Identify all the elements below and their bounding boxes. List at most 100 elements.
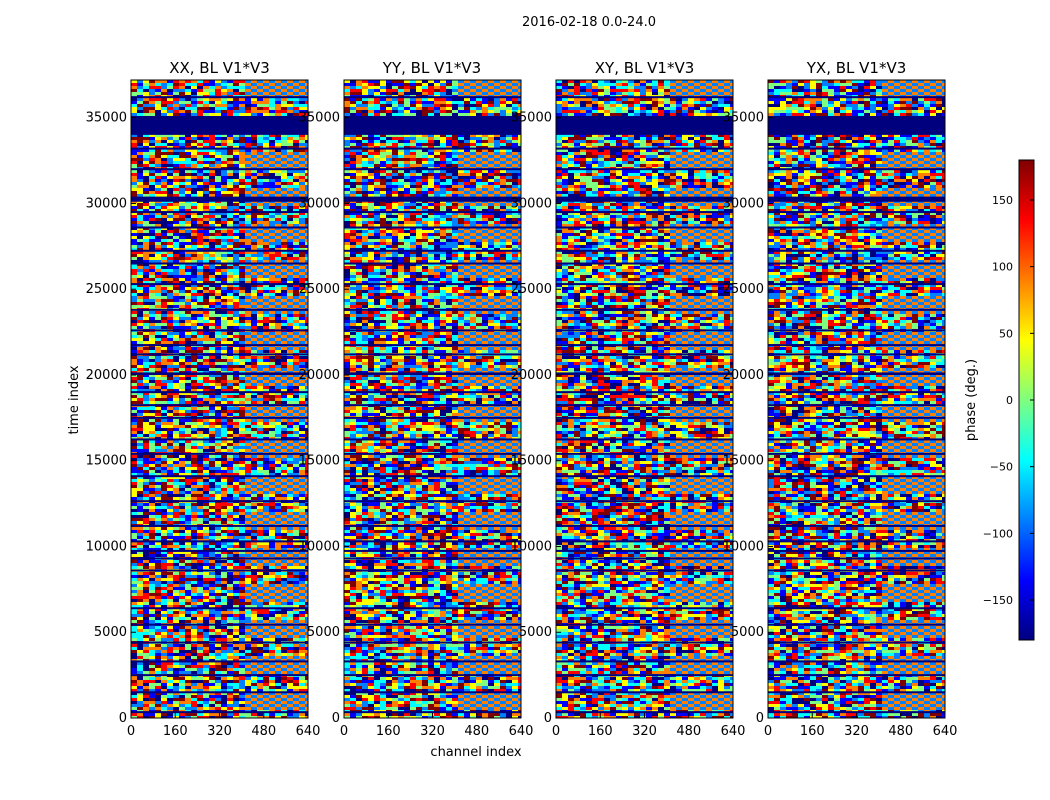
heatmap-cell	[215, 143, 221, 146]
heatmap-cell	[221, 461, 227, 464]
heatmap-cell	[275, 485, 281, 488]
heatmap-cell	[281, 203, 287, 206]
heatmap-cell	[137, 173, 143, 176]
heatmap-cell	[293, 170, 299, 173]
heatmap-cell	[137, 83, 143, 86]
heatmap-cell	[155, 578, 161, 581]
heatmap-cell	[197, 515, 203, 518]
heatmap-cell	[227, 143, 233, 146]
heatmap-cell	[191, 377, 197, 380]
heatmap-cell	[239, 101, 245, 104]
heatmap-cell	[179, 215, 185, 218]
heatmap-cell	[167, 332, 173, 335]
heatmap-cell	[209, 161, 215, 164]
heatmap-cell	[149, 356, 155, 359]
heatmap-cell	[227, 335, 233, 338]
heatmap-cell	[209, 485, 215, 488]
heatmap-cell	[149, 110, 155, 113]
heatmap-cell	[293, 527, 299, 530]
heatmap-cell	[173, 515, 179, 518]
heatmap-cell	[185, 560, 191, 563]
heatmap-cell	[131, 560, 137, 563]
heatmap-cell	[191, 545, 197, 548]
heatmap-cell	[137, 434, 143, 437]
heatmap-cell	[203, 206, 209, 209]
heatmap-cell	[155, 161, 161, 164]
heatmap-cell	[161, 335, 167, 338]
heatmap-cell	[215, 161, 221, 164]
heatmap-cell	[251, 419, 257, 422]
heatmap-cell	[185, 230, 191, 233]
heatmap-cell	[191, 461, 197, 464]
heatmap-cell	[221, 110, 227, 113]
heatmap-cell	[239, 215, 245, 218]
heatmap-cell	[167, 83, 173, 86]
heatmap-cell	[209, 92, 215, 95]
heatmap-cell	[209, 488, 215, 491]
heatmap-cell	[167, 560, 173, 563]
heatmap-cell	[143, 236, 149, 239]
heatmap-cell	[233, 323, 239, 326]
heatmap-cell	[287, 320, 293, 323]
heatmap-cell	[215, 257, 221, 260]
heatmap-cell	[197, 449, 203, 452]
heatmap-cell	[221, 179, 227, 182]
heatmap-cell	[215, 461, 221, 464]
heatmap-cell	[185, 518, 191, 521]
heatmap-cell	[137, 479, 143, 482]
heatmap-cell	[257, 173, 263, 176]
heatmap-cell	[215, 560, 221, 563]
heatmap-cell	[167, 398, 173, 401]
heatmap-cell	[215, 170, 221, 173]
heatmap-cell	[263, 356, 269, 359]
heatmap-cell	[215, 527, 221, 530]
heatmap-cell	[239, 503, 245, 506]
heatmap-cell	[155, 335, 161, 338]
heatmap-cell	[173, 233, 179, 236]
heatmap-cell	[167, 293, 173, 296]
heatmap-cell	[137, 170, 143, 173]
heatmap-cell	[233, 233, 239, 236]
heatmap-cell	[233, 242, 239, 245]
heatmap-cell	[239, 563, 245, 566]
heatmap-cell	[263, 179, 269, 182]
heatmap-cell	[197, 92, 203, 95]
heatmap-cell	[227, 182, 233, 185]
heatmap-cell	[251, 242, 257, 245]
heatmap-cell	[233, 554, 239, 557]
heatmap-cell	[269, 182, 275, 185]
heatmap-cell	[293, 152, 299, 155]
heatmap-cell	[281, 449, 287, 452]
heatmap-cell	[155, 356, 161, 359]
heatmap-cell	[245, 239, 251, 242]
heatmap-cell	[227, 410, 233, 413]
heatmap-cell	[287, 179, 293, 182]
heatmap-cell	[239, 413, 245, 416]
heatmap-cell	[257, 347, 263, 350]
heatmap-cell	[287, 170, 293, 173]
heatmap-cell	[275, 410, 281, 413]
heatmap-cell	[239, 515, 245, 518]
heatmap-cell	[251, 368, 257, 371]
heatmap-cell	[239, 221, 245, 224]
heatmap-cell	[137, 398, 143, 401]
heatmap-cell	[149, 233, 155, 236]
heatmap-cell	[179, 455, 185, 458]
heatmap-cell	[299, 383, 305, 386]
heatmap-cell	[191, 380, 197, 383]
heatmap-cell	[233, 341, 239, 344]
heatmap-cell	[239, 443, 245, 446]
heatmap-cell	[131, 434, 137, 437]
heatmap-cell	[293, 269, 299, 272]
heatmap-cell	[143, 179, 149, 182]
heatmap-cell	[233, 572, 239, 575]
heatmap-cell	[209, 458, 215, 461]
heatmap-cell	[269, 386, 275, 389]
heatmap-cell	[185, 470, 191, 473]
heatmap-cell	[215, 386, 221, 389]
heatmap-cell	[269, 368, 275, 371]
heatmap-cell	[287, 182, 293, 185]
heatmap-cell	[191, 566, 197, 569]
heatmap-cell	[179, 377, 185, 380]
